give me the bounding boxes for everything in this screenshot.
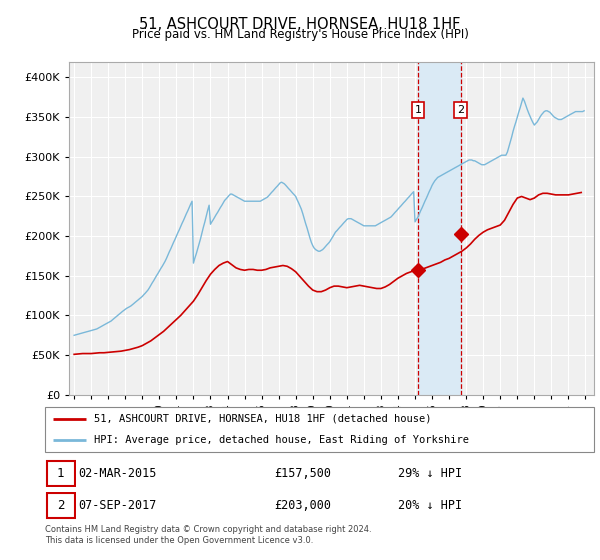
Text: 51, ASHCOURT DRIVE, HORNSEA, HU18 1HF: 51, ASHCOURT DRIVE, HORNSEA, HU18 1HF [139, 17, 461, 32]
Text: 1: 1 [57, 466, 64, 480]
Text: Contains HM Land Registry data © Crown copyright and database right 2024.
This d: Contains HM Land Registry data © Crown c… [45, 525, 371, 545]
Text: Price paid vs. HM Land Registry's House Price Index (HPI): Price paid vs. HM Land Registry's House … [131, 28, 469, 41]
Text: 2: 2 [57, 499, 64, 512]
Text: 29% ↓ HPI: 29% ↓ HPI [398, 466, 462, 480]
FancyBboxPatch shape [47, 493, 74, 519]
Text: 20% ↓ HPI: 20% ↓ HPI [398, 499, 462, 512]
Text: HPI: Average price, detached house, East Riding of Yorkshire: HPI: Average price, detached house, East… [94, 435, 469, 445]
FancyBboxPatch shape [45, 407, 594, 452]
FancyBboxPatch shape [47, 460, 74, 486]
Text: 1: 1 [415, 105, 421, 115]
Text: 02-MAR-2015: 02-MAR-2015 [78, 466, 157, 480]
Text: 51, ASHCOURT DRIVE, HORNSEA, HU18 1HF (detached house): 51, ASHCOURT DRIVE, HORNSEA, HU18 1HF (d… [94, 414, 432, 424]
Text: £203,000: £203,000 [274, 499, 331, 512]
Text: 2: 2 [457, 105, 464, 115]
Bar [418, 62, 461, 395]
Text: 07-SEP-2017: 07-SEP-2017 [78, 499, 157, 512]
Text: £157,500: £157,500 [274, 466, 331, 480]
